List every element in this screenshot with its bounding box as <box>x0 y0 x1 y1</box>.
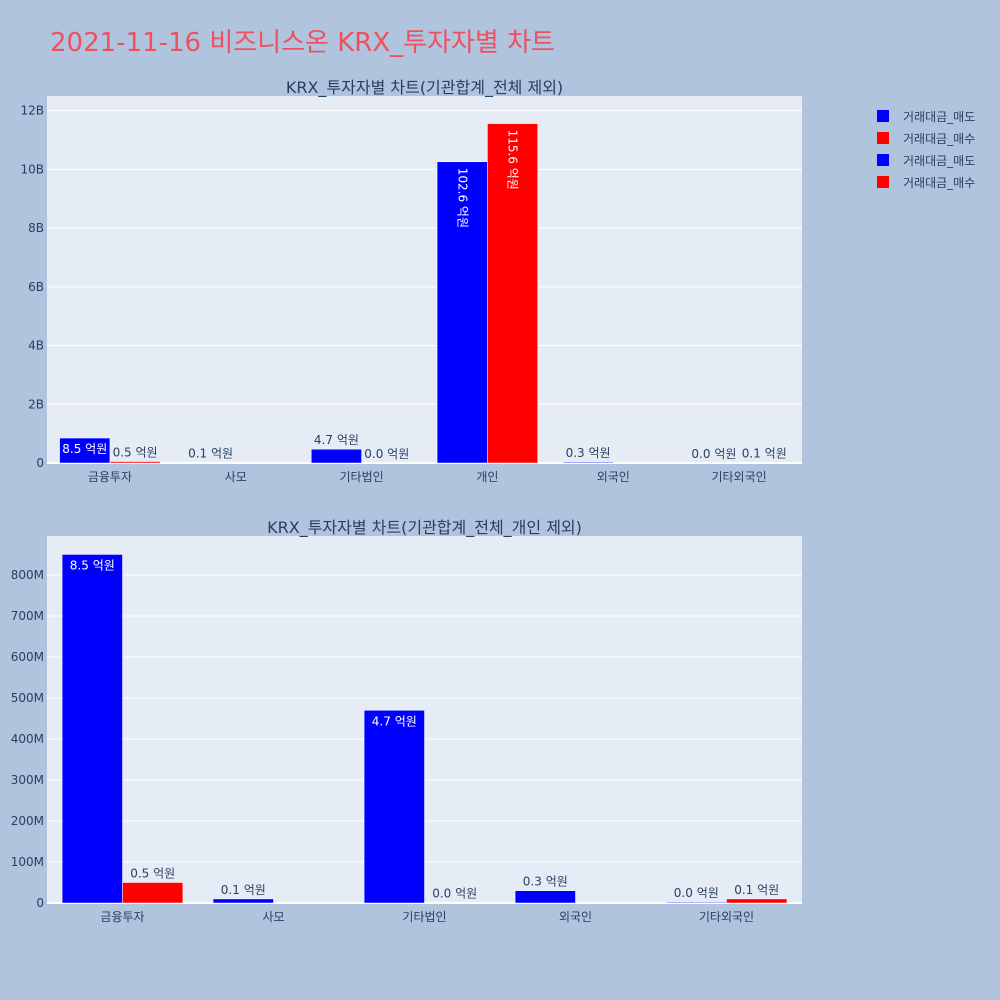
chart-title: KRX_투자자별 차트(기관합계_전체 제외) <box>286 78 563 98</box>
page-title: 2021-11-16 비즈니스온 KRX_투자자별 차트 <box>50 28 555 58</box>
x-tick-label: 사모 <box>225 470 247 484</box>
legend-label: 거래대금_매도 <box>903 154 975 168</box>
bar-sell[interactable] <box>311 448 362 464</box>
legend-swatch[interactable] <box>877 132 889 144</box>
y-tick-label: 800M <box>11 568 44 582</box>
y-tick-label: 700M <box>11 609 44 623</box>
data-label: 115.6 억원 <box>506 130 520 190</box>
bar-buy[interactable] <box>109 461 161 464</box>
legend-swatch[interactable] <box>877 110 889 122</box>
y-tick-label: 500M <box>11 691 44 705</box>
bar-buy[interactable] <box>726 898 788 904</box>
y-tick-label: 0 <box>36 456 44 470</box>
data-label: 0.0 억원 <box>691 447 736 461</box>
legend-label: 거래대금_매수 <box>903 132 975 146</box>
bar-sell[interactable] <box>59 437 111 464</box>
data-label: 0.1 억원 <box>188 447 233 461</box>
data-label: 4.7 억원 <box>314 433 359 447</box>
y-tick-label: 400M <box>11 732 44 746</box>
bar-sell[interactable] <box>562 461 614 464</box>
bar-sell[interactable] <box>665 901 727 904</box>
y-tick-label: 12B <box>20 104 44 118</box>
bar-sell[interactable] <box>363 710 425 904</box>
bar-sell[interactable] <box>514 890 576 904</box>
y-tick-label: 8B <box>28 221 44 235</box>
y-tick-label: 0 <box>36 896 44 910</box>
data-label: 0.5 억원 <box>130 866 175 880</box>
y-tick-label: 200M <box>11 814 44 828</box>
plot-area <box>47 96 802 463</box>
data-label: 0.0 억원 <box>364 447 409 461</box>
legend-swatch[interactable] <box>877 176 889 188</box>
data-label: 8.5 억원 <box>62 442 107 456</box>
x-tick-label: 기타법인 <box>339 470 383 484</box>
data-label: 0.1 억원 <box>221 883 266 897</box>
bar-sell[interactable] <box>212 898 274 904</box>
chart-1: 0 2B 4B 6B 8B 10B 12B KRX_투자자별 차트(기관합계_전체 제외) 금융… <box>20 78 802 484</box>
data-label: 0.5 억원 <box>113 446 158 460</box>
x-tick-label: 금융투자 <box>100 910 144 924</box>
legend-label: 거래대금_매도 <box>903 110 975 124</box>
y-tick-label: 2B <box>28 397 44 411</box>
x-tick-label: 사모 <box>262 910 284 924</box>
x-tick-label: 외국인 <box>597 470 630 484</box>
x-tick-label: 기타외국인 <box>711 470 766 484</box>
data-label: 0.3 억원 <box>566 446 611 460</box>
bar-sell[interactable] <box>61 554 123 904</box>
y-tick-label: 6B <box>28 280 44 294</box>
x-tick-label: 개인 <box>476 470 498 484</box>
data-label: 102.6 억원 <box>455 168 469 228</box>
data-label: 4.7 억원 <box>372 714 417 728</box>
data-label: 0.1 억원 <box>742 447 787 461</box>
bar-sell[interactable] <box>436 161 488 464</box>
data-label: 0.1 억원 <box>734 883 779 897</box>
x-tick-label: 기타법인 <box>402 910 446 924</box>
chart-2: 0 100M 200M 300M 400M 500M 600M 700M 800M KRX_투자자… <box>11 518 802 924</box>
data-label: 0.0 억원 <box>674 886 719 900</box>
data-label: 8.5 억원 <box>70 558 115 572</box>
x-tick-label: 기타외국인 <box>699 910 754 924</box>
bar-buy[interactable] <box>487 123 538 464</box>
x-tick-label: 외국인 <box>559 910 592 924</box>
data-label: 0.0 억원 <box>432 887 477 901</box>
data-label: 0.3 억원 <box>523 875 568 889</box>
legend-swatch[interactable] <box>877 154 889 166</box>
y-tick-label: 100M <box>11 855 44 869</box>
y-tick-label: 300M <box>11 773 44 787</box>
y-tick-label: 4B <box>28 339 44 353</box>
legend-label: 거래대금_매수 <box>903 176 975 190</box>
y-tick-label: 10B <box>20 162 44 176</box>
y-tick-label: 600M <box>11 650 44 664</box>
chart-title: KRX_투자자별 차트(기관합계_전체_개인 제외) <box>267 518 582 538</box>
bar-buy[interactable] <box>122 882 184 904</box>
x-tick-label: 금융투자 <box>88 470 132 484</box>
